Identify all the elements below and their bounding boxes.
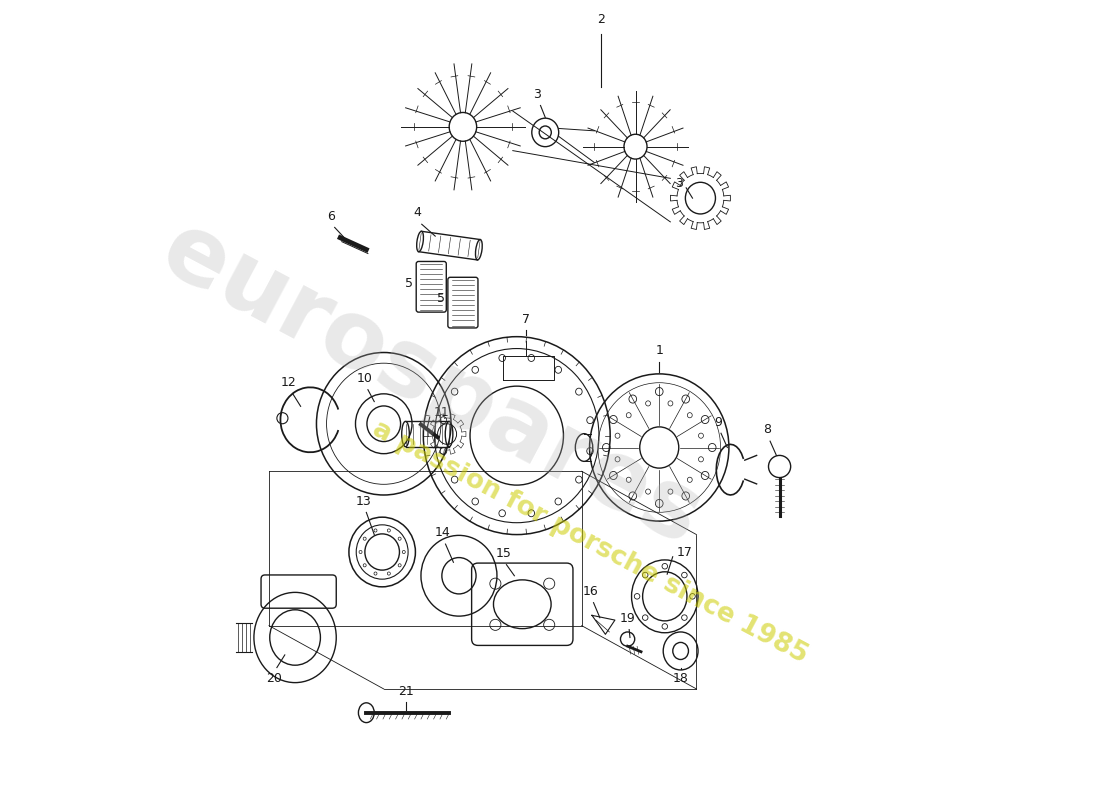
Text: 5: 5 — [405, 277, 414, 290]
Text: eurospares: eurospares — [146, 203, 716, 565]
Text: 8: 8 — [763, 423, 771, 437]
Text: 2: 2 — [597, 14, 605, 26]
Text: 9: 9 — [714, 415, 722, 429]
Text: 5: 5 — [437, 292, 444, 305]
Text: 7: 7 — [522, 313, 530, 326]
Text: 21: 21 — [398, 685, 414, 698]
Text: 4: 4 — [414, 206, 421, 219]
Text: 16: 16 — [583, 585, 598, 598]
Text: 15: 15 — [495, 547, 512, 560]
Text: a passion for porsche since 1985: a passion for porsche since 1985 — [367, 416, 812, 669]
Text: 3: 3 — [675, 177, 683, 190]
Text: 20: 20 — [266, 672, 282, 686]
Text: 18: 18 — [673, 671, 689, 685]
Text: 1: 1 — [656, 344, 663, 358]
Text: 12: 12 — [280, 376, 297, 389]
Text: 13: 13 — [355, 494, 371, 508]
Text: 6: 6 — [328, 210, 336, 222]
Text: 10: 10 — [356, 372, 373, 385]
Text: 3: 3 — [534, 88, 541, 101]
Text: 19: 19 — [619, 612, 636, 625]
Text: 11: 11 — [433, 406, 450, 419]
Text: 14: 14 — [434, 526, 450, 539]
Text: 17: 17 — [676, 546, 693, 558]
